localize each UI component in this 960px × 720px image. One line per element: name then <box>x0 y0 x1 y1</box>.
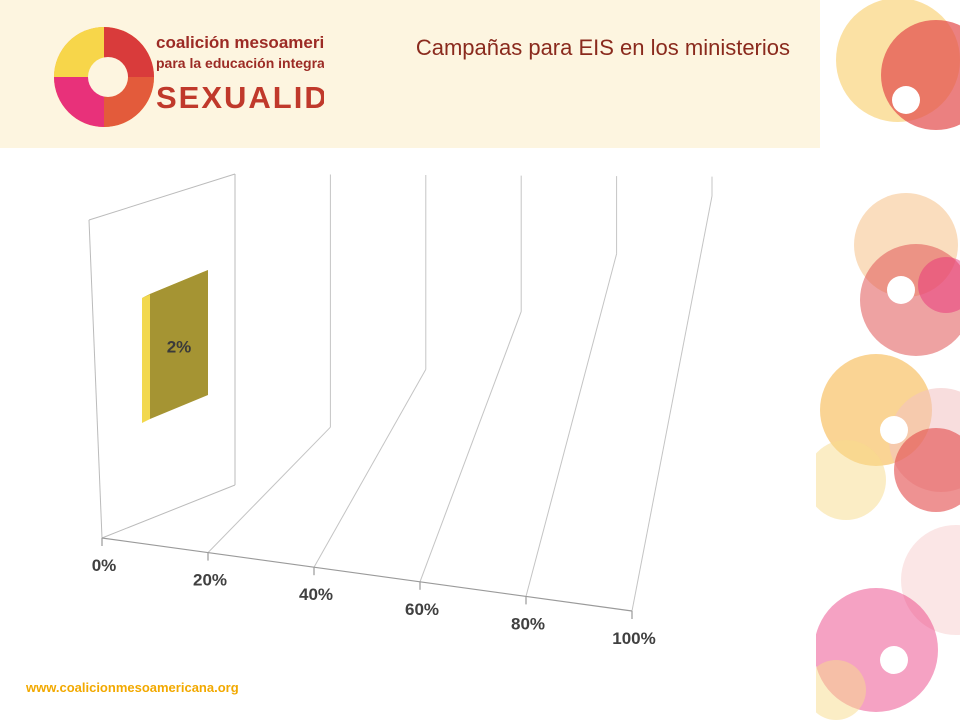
bar-data-label: 2% <box>167 338 192 357</box>
back-wall <box>88 173 236 539</box>
bar <box>150 270 208 419</box>
x-axis-line <box>101 537 633 612</box>
bar-chart: 0% 20% 40% 60% 80% 100% 2% <box>88 173 713 648</box>
x-tick-label: 100% <box>612 629 655 648</box>
floor-gridline <box>207 426 331 553</box>
floor-gridline <box>313 369 427 568</box>
floor-gridline <box>419 311 522 582</box>
bars: 2% <box>142 270 208 423</box>
coalicion-logo: coalición mesoamericana para la educació… <box>54 27 324 127</box>
logo-line-1: coalición mesoamericana <box>156 33 324 52</box>
x-tick-label: 60% <box>405 600 439 619</box>
grid-lines <box>207 174 713 612</box>
footer-url[interactable]: www.coalicionmesoamericana.org <box>26 680 239 695</box>
x-axis-tick-labels: 0% 20% 40% 60% 80% 100% <box>92 556 656 648</box>
slide-title: Campañas para EIS en los ministerios <box>415 35 790 60</box>
puzzle-decoration <box>816 0 960 720</box>
floor-gridline <box>631 195 713 612</box>
x-axis-ticks <box>101 538 633 619</box>
bar-side <box>142 294 150 423</box>
logo-line-2: para la educación integral en <box>156 55 324 71</box>
floor-gridline <box>525 253 618 597</box>
logo-line-3: SEXUALIDAD <box>156 80 324 115</box>
x-tick-label: 80% <box>511 614 545 633</box>
x-tick-label: 0% <box>92 556 117 575</box>
x-tick-label: 20% <box>193 571 227 590</box>
x-tick-label: 40% <box>299 585 333 604</box>
